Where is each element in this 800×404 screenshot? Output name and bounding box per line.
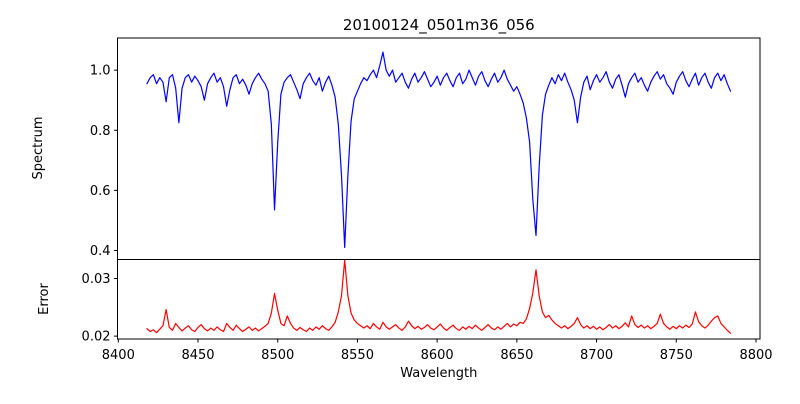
wavelength-axis-label: Wavelength [400, 366, 477, 381]
y-tick-label: 1.0 [90, 64, 111, 79]
spectrum-plot-frame [117, 37, 761, 260]
x-tick-label: 8700 [580, 348, 613, 363]
y-tick-label: 0.8 [90, 124, 111, 139]
spectrum-axis-label: Spectrum [31, 117, 46, 180]
x-tick-label: 8600 [421, 348, 454, 363]
x-tick-label: 8750 [660, 348, 693, 363]
plots-group: 1.0 0.8 0.6 0.4 0.03 0.02 8400 8450 8500 8550 8600… [82, 37, 773, 363]
y-tick-label: 0.4 [90, 244, 111, 259]
x-tick-label: 8500 [261, 348, 294, 363]
y-tick-label: 0.02 [82, 330, 111, 345]
x-tick-label: 8400 [102, 348, 135, 363]
x-tick-label: 8550 [341, 348, 374, 363]
plot-title: 20100124_0501m36_056 [343, 16, 535, 35]
x-tick-label: 8450 [181, 348, 214, 363]
error-line [146, 259, 732, 334]
x-tick-label: 8650 [500, 348, 533, 363]
error-axis-label: Error [37, 283, 52, 315]
x-tick-label: 8800 [739, 348, 772, 363]
error-plot-frame [117, 259, 761, 340]
y-tick-label: 0.03 [82, 272, 111, 287]
spectrum-line [146, 51, 732, 249]
y-tick-label: 0.6 [90, 184, 111, 199]
